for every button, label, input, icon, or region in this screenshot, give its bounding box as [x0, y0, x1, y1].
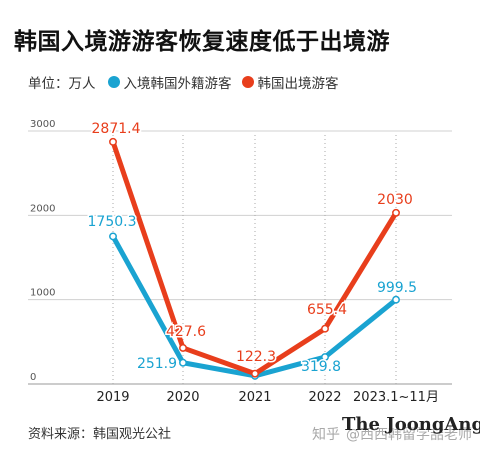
data-label: 319.8 — [301, 359, 341, 375]
data-label: 999.5 — [377, 280, 417, 296]
source-note: 资料来源：韩国观光公社 — [28, 427, 172, 442]
data-point — [392, 208, 400, 217]
chart-title: 韩国入境游游客恢复速度低于出境游 — [14, 29, 390, 55]
x-tick-label: 2021 — [238, 390, 271, 405]
data-point — [179, 343, 187, 352]
series-line-1 — [110, 139, 399, 377]
y-tick-label: 0 — [30, 372, 36, 383]
legend-label-outbound: 韩国出境游客 — [257, 76, 339, 92]
y-tick-label: 1000 — [30, 288, 55, 299]
x-tick-label: 2023.1~11月 — [353, 390, 439, 405]
watermark-text: @西西韩留学喆老师 — [346, 427, 472, 443]
y-tick-label: 3000 — [30, 119, 55, 130]
legend-item-outbound: 韩国出境游客 — [241, 72, 339, 92]
data-label: 2871.4 — [92, 121, 141, 137]
legend: 单位：万人 入境韩国外籍游客 韩国出境游客 — [28, 72, 349, 92]
y-tick-label: 2000 — [30, 203, 55, 214]
data-label: 655.4 — [307, 302, 347, 318]
data-label: 122.3 — [236, 349, 276, 365]
x-tick-label: 2019 — [96, 390, 129, 405]
unit-label: 单位：万人 — [28, 76, 96, 92]
data-point — [321, 353, 329, 361]
x-tick-label: 2020 — [166, 390, 199, 405]
data-label: 1750.3 — [88, 214, 137, 230]
watermark: 知乎 @西西韩留学喆老师 — [312, 424, 472, 444]
data-point — [321, 324, 329, 333]
x-tick-label: 2022 — [308, 390, 341, 405]
legend-dot-outbound — [241, 76, 254, 88]
data-point — [109, 137, 117, 146]
legend-label-inbound: 入境韩国外籍游客 — [123, 76, 232, 92]
data-point — [392, 295, 400, 304]
legend-item-inbound: 入境韩国外籍游客 — [107, 72, 232, 92]
data-point — [251, 369, 259, 378]
brand-logo: The JoongAng — [342, 414, 480, 435]
data-point — [109, 232, 117, 241]
data-label: 427.6 — [166, 324, 206, 340]
data-point — [179, 358, 187, 367]
watermark-logo: 知乎 — [312, 427, 340, 443]
data-label: 2030 — [377, 192, 413, 208]
legend-dot-inbound — [107, 76, 120, 88]
data-label: 251.9 — [137, 356, 177, 372]
